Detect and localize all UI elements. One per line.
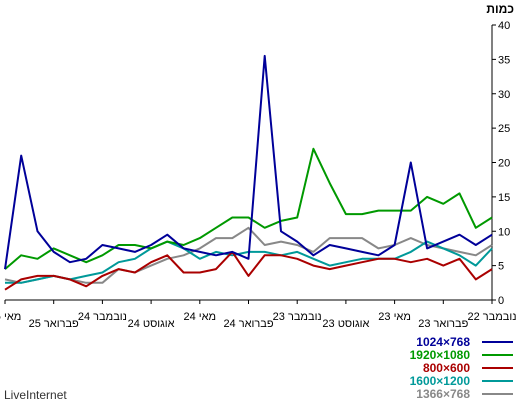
y-tick-label: 15 <box>498 192 510 204</box>
x-tick-label: אוגוסט 23 <box>322 318 369 330</box>
x-tick-label: אוגוסט 24 <box>128 318 175 330</box>
y-axis-ticks: 0 5 10 15 20 25 30 35 40 <box>492 20 510 307</box>
y-tick-label: 30 <box>498 89 510 101</box>
y-tick-label: 10 <box>498 226 510 238</box>
series-line <box>4 147 493 270</box>
series-line <box>4 226 493 284</box>
legend-label: 1920×1080 <box>410 348 471 362</box>
credit-text: LiveInternet <box>4 388 67 402</box>
y-axis-title: כמות <box>486 2 514 16</box>
x-tick-label: נובמבר 22 <box>467 311 516 323</box>
legend-label: 1600×1200 <box>410 374 471 388</box>
x-tick-label: מאי 24 <box>183 311 216 323</box>
y-tick-label: 40 <box>498 20 510 32</box>
series-line <box>4 250 493 291</box>
chart-legend: 1024×7681920×1080800×6001600×12001366×76… <box>410 335 513 401</box>
y-tick-label: 0 <box>498 295 504 307</box>
x-tick-label: פברואר 25 <box>29 318 79 330</box>
x-tick-label: מאי 25 <box>0 311 21 323</box>
legend-label: 1366×768 <box>416 387 470 401</box>
legend-label: 1024×768 <box>416 335 470 349</box>
x-tick-label: פברואר 24 <box>223 318 273 330</box>
legend-label: 800×600 <box>423 361 470 375</box>
series-lines <box>4 54 493 291</box>
y-tick-label: 20 <box>498 158 510 170</box>
y-tick-label: 35 <box>498 54 510 66</box>
y-tick-label: 25 <box>498 123 510 135</box>
x-tick-label: נובמבר 24 <box>78 311 127 323</box>
x-tick-label: מאי 23 <box>378 311 411 323</box>
series-line <box>4 54 493 270</box>
x-tick-label: פברואר 23 <box>418 318 468 330</box>
x-tick-label: נובמבר 23 <box>273 311 322 323</box>
y-tick-label: 5 <box>498 261 504 273</box>
